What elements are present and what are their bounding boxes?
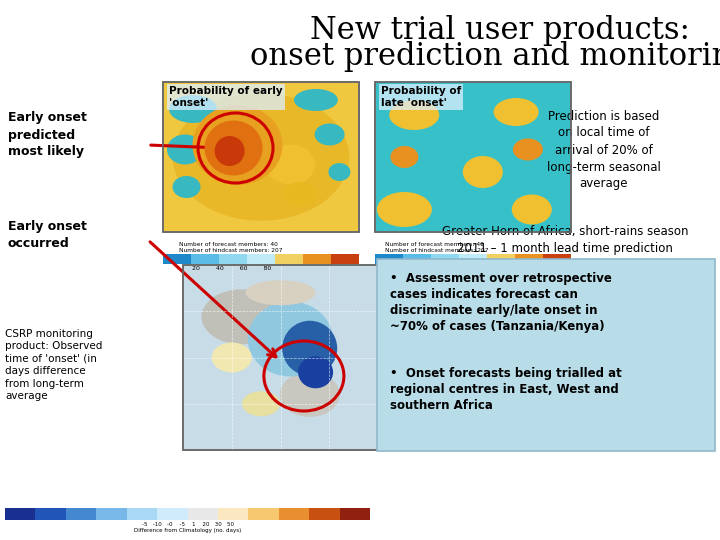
Text: Prediction is based
on local time of
arrival of 20% of
long-term seasonal
averag: Prediction is based on local time of arr… [547,110,661,191]
Bar [403,254,431,264]
Bar [375,82,571,232]
Bar [340,508,370,520]
Bar [66,508,96,520]
Text: •  Onset forecasts being trialled at
regional centres in East, West and
southern: • Onset forecasts being trialled at regi… [390,367,622,412]
Ellipse shape [315,124,345,145]
Ellipse shape [298,356,333,388]
Bar [279,508,309,520]
Text: Greater Horn of Africa, short-rains season
2011 – 1 month lead time prediction: Greater Horn of Africa, short-rains seas… [442,225,688,255]
Ellipse shape [266,145,315,185]
Ellipse shape [390,100,439,130]
Text: •  Assessment over retrospective
cases indicates forecast can
discriminate early: • Assessment over retrospective cases in… [390,272,612,333]
Ellipse shape [513,138,543,160]
Text: CSRP monitoring
product: Observed
time of 'onset' (in
days difference
from long-: CSRP monitoring product: Observed time o… [5,329,102,401]
Ellipse shape [294,89,338,111]
Text: onset prediction and monitoring: onset prediction and monitoring [250,40,720,71]
Ellipse shape [248,301,333,376]
Ellipse shape [167,134,203,165]
Ellipse shape [283,182,318,207]
Bar [303,254,331,264]
Bar [309,508,340,520]
Bar [163,254,191,264]
Bar [459,254,487,264]
FancyBboxPatch shape [377,259,715,451]
Bar [187,508,218,520]
Text: Early onset
predicted
most likely: Early onset predicted most likely [8,111,87,159]
Bar [487,254,515,264]
Bar [375,82,571,232]
Ellipse shape [328,163,351,181]
Ellipse shape [280,372,340,417]
Bar [5,508,35,520]
Bar [35,508,66,520]
Text: 20        40        60        80: 20 40 60 80 [405,266,484,271]
Ellipse shape [173,176,200,198]
Text: 20        40        60        80: 20 40 60 80 [192,266,271,271]
Ellipse shape [512,194,552,225]
Text: Probability of early
'onset': Probability of early 'onset' [169,86,283,107]
Bar [219,254,247,264]
Bar [275,254,303,264]
Bar [157,508,187,520]
Ellipse shape [169,95,217,123]
Text: Number of forecast members: 40
Number of hindcast members: 207: Number of forecast members: 40 Number of… [179,242,282,253]
Bar [247,254,275,264]
Text: -5   -10   -0    -5    1    20   30   50: -5 -10 -0 -5 1 20 30 50 [142,522,233,527]
Text: Number of forecast members: 40
Number of hindcast members: 207: Number of forecast members: 40 Number of… [384,242,488,253]
Bar [96,508,127,520]
Ellipse shape [192,105,282,185]
Text: Difference from Climatology (no. days): Difference from Climatology (no. days) [134,528,241,533]
Bar [127,508,157,520]
Text: Probability of
late 'onset': Probability of late 'onset' [381,86,462,107]
Bar [163,82,359,232]
Ellipse shape [202,289,282,345]
Ellipse shape [377,192,432,227]
Text: Early onset
occurred: Early onset occurred [8,220,87,250]
Bar [431,254,459,264]
Ellipse shape [215,136,245,166]
Bar [183,265,378,450]
Bar [163,82,359,232]
Ellipse shape [463,156,503,188]
Ellipse shape [282,321,337,376]
Bar [248,508,279,520]
Bar [218,508,248,520]
Ellipse shape [204,120,263,176]
Ellipse shape [390,146,418,168]
Ellipse shape [173,93,349,221]
Bar [183,265,378,450]
Ellipse shape [242,392,280,416]
Bar [515,254,543,264]
Bar [331,254,359,264]
Ellipse shape [212,342,252,373]
Ellipse shape [246,280,315,305]
Text: New trial user products:: New trial user products: [310,15,690,45]
Bar [375,254,403,264]
Bar [543,254,571,264]
Ellipse shape [494,98,539,126]
Bar [191,254,219,264]
